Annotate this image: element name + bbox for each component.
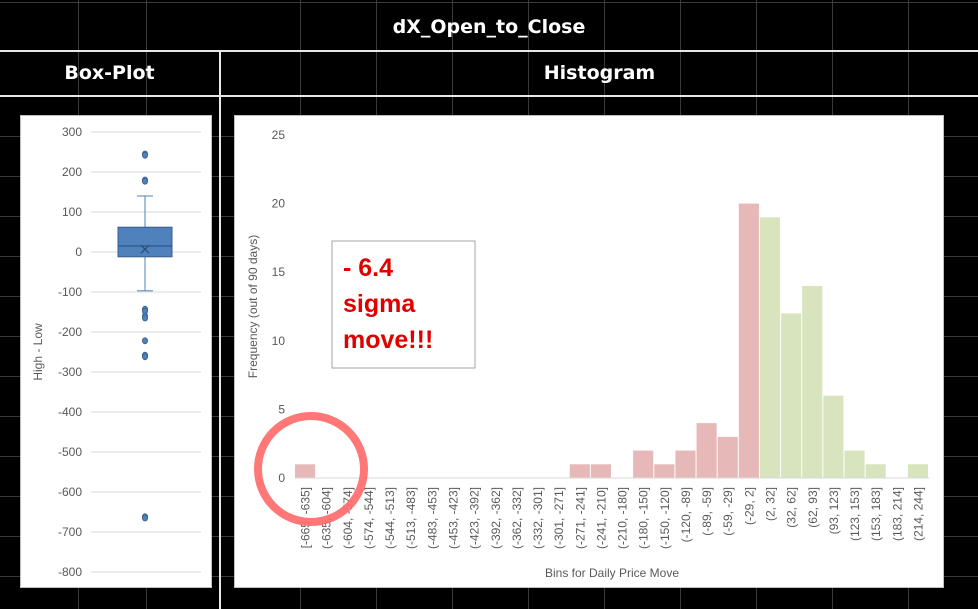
histogram-tick-label-1: 5 — [278, 402, 285, 416]
histogram-category-label-9: (-392, -362] — [489, 487, 503, 549]
histogram-category-label-28: (183, 214] — [890, 487, 904, 541]
histogram-category-label-20: (-59, -29] — [721, 487, 735, 536]
boxplot-outlier-3 — [142, 177, 149, 185]
annotation-line-1: sigma — [343, 290, 416, 318]
histogram-tick-label-3: 15 — [272, 265, 286, 279]
histogram-category-label-12: (-301, -271] — [552, 487, 566, 549]
boxplot-mean-marker — [140, 244, 150, 254]
boxplot-tick-label-6: -300 — [58, 365, 82, 379]
histogram-xlabel: Bins for Daily Price Move — [545, 566, 679, 580]
histogram-tick-label-4: 20 — [272, 197, 286, 211]
boxplot-tick-label-4: -100 — [58, 285, 82, 299]
histogram-category-label-17: (-150, -120] — [658, 487, 672, 549]
histogram-bar-16 — [633, 450, 654, 478]
histogram-category-label-29: (214, 244] — [911, 487, 925, 541]
histogram-chart: 0 5 10 15 20 25 [-665, -635] (-635, -604] (-604,… — [234, 115, 944, 588]
boxplot-chart: 300 200 100 0 -100 -200 -300 -400 -500 -600 -700 -8… — [20, 115, 212, 588]
histogram-category-label-24: (62, 93] — [806, 487, 820, 528]
histogram-category-label-19: (-89, -59] — [700, 487, 714, 536]
boxplot-box — [117, 226, 173, 258]
histogram-category-label-18: (-120, -89] — [679, 487, 693, 542]
histogram-bar-14 — [590, 464, 611, 478]
histogram-category-label-22: (2, 32] — [764, 487, 778, 521]
histogram-category-label-26: (123, 153] — [848, 487, 862, 541]
histogram-category-label-5: (-513, -483] — [404, 487, 418, 549]
histogram-tick-label-2: 10 — [272, 334, 286, 348]
boxplot-outlier-12 — [142, 514, 149, 522]
histogram-category-label-23: (32, 62] — [785, 487, 799, 528]
histogram-header: Histogram — [543, 62, 656, 84]
histogram-svg: 0 5 10 15 20 25 [-665, -635] (-635, -604] (-604,… — [246, 128, 929, 580]
histogram-bar-26 — [844, 450, 865, 478]
boxplot-outlier-1 — [142, 151, 149, 159]
histogram-bar-25 — [823, 395, 844, 478]
annotation-box — [331, 240, 476, 369]
histogram-ylabel: Frequency (out of 90 days) — [246, 235, 260, 378]
histogram-category-label-25: (93, 123] — [827, 487, 841, 534]
histogram-category-label-6: (-483, -453] — [425, 487, 439, 549]
boxplot-tick-label-7: -400 — [58, 405, 82, 419]
annotation-line-0: - 6.4 — [343, 254, 393, 282]
boxplot-tick-label-5: -200 — [58, 325, 82, 339]
histogram-bar-17 — [654, 464, 675, 478]
histogram-category-label-1: (-635, -604] — [320, 487, 334, 549]
histogram-category-label-3: (-574, -544] — [362, 487, 376, 549]
histogram-bar-18 — [675, 450, 696, 478]
boxplot-header: Box-Plot — [64, 62, 155, 84]
boxplot-tick-label-10: -700 — [58, 525, 82, 539]
annotation-line-2: move!!! — [343, 326, 433, 354]
histogram-category-label-21: (-29, 2] — [742, 487, 756, 525]
histogram-bar-24 — [802, 285, 823, 478]
boxplot-tick-label-0: 300 — [62, 125, 82, 139]
boxplot-ylabel: High - Low — [31, 323, 45, 381]
histogram-bar-22 — [759, 217, 781, 478]
histogram-category-label-27: (153, 183] — [869, 487, 883, 541]
histogram-category-label-2: (-604, -574] — [341, 487, 355, 549]
histogram-category-label-10: (-362, -332] — [510, 487, 524, 549]
histogram-bar-21 — [738, 203, 759, 478]
histogram-category-label-4: (-544, -513] — [383, 487, 397, 549]
histogram-category-label-16: (-180, -150] — [637, 487, 651, 549]
histogram-bar-0 — [295, 464, 316, 478]
boxplot-tick-label-1: 200 — [62, 165, 82, 179]
histogram-tick-label-5: 25 — [272, 128, 286, 142]
histogram-category-label-7: (-453, -423] — [447, 487, 461, 549]
histogram-bar-23 — [781, 313, 802, 478]
histogram-category-label-11: (-332, -301] — [531, 487, 545, 549]
histogram-bar-29 — [907, 464, 928, 478]
boxplot-tick-label-3: 0 — [75, 245, 82, 259]
histogram-category-label-0: [-665, -635] — [299, 487, 313, 548]
histogram-bar-19 — [696, 423, 717, 478]
boxplot-tick-label-11: -800 — [58, 565, 82, 579]
histogram-bar-20 — [717, 436, 738, 478]
histogram-category-label-8: (-423, -392] — [468, 487, 482, 549]
sheet-title: dX_Open_to_Close — [392, 16, 586, 38]
histogram-category-label-14: (-241, -210] — [594, 487, 608, 549]
boxplot-outlier-8 — [142, 337, 149, 345]
boxplot-tick-label-2: 100 — [62, 205, 82, 219]
histogram-bar-13 — [569, 464, 590, 478]
histogram-category-label-13: (-271, -241] — [573, 487, 587, 549]
histogram-category-label-15: (-210, -180] — [616, 487, 630, 549]
histogram-bar-27 — [865, 464, 886, 478]
boxplot-tick-label-8: -500 — [58, 445, 82, 459]
boxplot-tick-label-9: -600 — [58, 485, 82, 499]
boxplot-svg: 300 200 100 0 -100 -200 -300 -400 -500 -600 -700 -8… — [31, 125, 201, 579]
boxplot-outlier-10 — [142, 353, 149, 361]
histogram-tick-label-0: 0 — [278, 471, 285, 485]
boxplot-outlier-7 — [142, 314, 149, 322]
